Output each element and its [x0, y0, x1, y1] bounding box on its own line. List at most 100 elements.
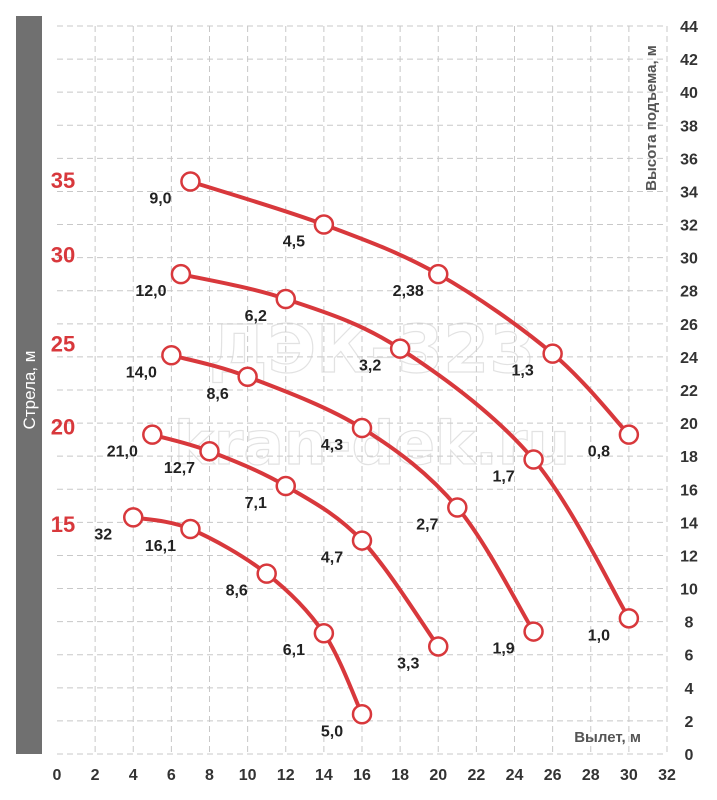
load-point — [351, 704, 373, 725]
load-label: 4,5 — [283, 234, 305, 251]
y-tick-label: 38 — [680, 118, 698, 135]
load-label: 1,9 — [492, 641, 514, 658]
load-labels: 9,0 4,5 2,38 1,3 0,8 12,0 6,2 3,2 1,7 1,0 14,0 8,6 4… — [94, 191, 610, 741]
y-tick-label: 14 — [680, 515, 698, 532]
y-tick-label: 2 — [685, 714, 694, 731]
x-tick-label: 12 — [277, 767, 295, 784]
load-point — [180, 518, 201, 540]
load-label: 1,3 — [512, 363, 534, 380]
load-label: 12,0 — [135, 283, 166, 300]
y-tick-label: 6 — [685, 648, 694, 665]
watermark-site: kran-dek.ru — [174, 409, 570, 479]
load-point — [275, 475, 296, 497]
x-tick-label: 16 — [353, 767, 371, 784]
watermark: ДЭК-323 kran-dek.ru — [173, 310, 570, 479]
y-tick-label: 44 — [680, 19, 698, 36]
x-tick-label: 22 — [467, 767, 485, 784]
x-tick-label: 28 — [582, 767, 600, 784]
x-tick-label: 8 — [205, 767, 214, 784]
y-tick-label: 4 — [685, 681, 694, 698]
load-label: 32 — [94, 526, 112, 543]
load-label: 5,0 — [321, 723, 343, 740]
x-tick-label: 14 — [315, 767, 333, 784]
load-label: 14,0 — [126, 364, 157, 381]
boom-length-label: 25 — [51, 332, 75, 357]
grid — [57, 25, 668, 755]
load-point — [428, 263, 449, 285]
load-point — [199, 440, 220, 462]
load-point — [275, 288, 296, 310]
load-label: 3,2 — [359, 358, 381, 375]
x-tick-label: 32 — [658, 767, 676, 784]
side-label: Стрела, м — [20, 351, 39, 430]
y-tick-label: 0 — [685, 747, 694, 764]
load-label: 6,1 — [283, 642, 305, 659]
points — [123, 171, 640, 725]
y-tick-label: 36 — [680, 151, 698, 168]
load-label: 12,7 — [164, 460, 195, 477]
load-label: 2,7 — [416, 516, 438, 533]
boom-length-label: 30 — [51, 242, 75, 267]
load-point — [618, 608, 640, 629]
load-point — [123, 507, 144, 528]
load-point — [523, 621, 544, 642]
x-tick-label: 24 — [506, 767, 524, 784]
y-tick-label: 20 — [680, 416, 698, 433]
x-axis-title: Вылет, м — [574, 729, 641, 746]
y-tick-label: 32 — [680, 218, 698, 235]
load-label: 8,6 — [207, 386, 229, 403]
load-label: 4,7 — [321, 550, 343, 567]
y-tick-label: 12 — [680, 548, 698, 565]
load-label: 6,2 — [245, 308, 267, 325]
y-axis-title: Высота подъема, м — [643, 45, 660, 191]
x-tick-label: 0 — [53, 767, 62, 784]
x-tick-label: 30 — [620, 767, 638, 784]
y-tick-label: 42 — [680, 52, 698, 69]
load-point — [351, 530, 373, 551]
load-point — [313, 622, 335, 644]
y-tick-label: 8 — [685, 615, 694, 632]
load-point — [161, 345, 182, 366]
y-tick-label: 34 — [680, 184, 698, 201]
y-tick-label: 18 — [680, 449, 698, 466]
y-tick-label: 10 — [680, 582, 698, 599]
boom-length-label: 35 — [51, 168, 75, 193]
load-point — [351, 417, 373, 439]
load-point — [256, 563, 277, 584]
load-label: 3,3 — [397, 655, 419, 672]
load-label: 4,3 — [321, 437, 343, 454]
x-tick-label: 2 — [91, 767, 100, 784]
load-point — [542, 343, 563, 364]
y-tick-label: 30 — [680, 251, 698, 268]
load-label: 2,38 — [393, 283, 424, 300]
y-tick-label: 26 — [680, 317, 698, 334]
load-point — [523, 449, 544, 470]
load-label: 8,6 — [226, 583, 248, 600]
boom-curve-25 — [169, 353, 536, 634]
load-label: 9,0 — [149, 191, 171, 208]
load-label: 0,8 — [588, 444, 610, 461]
load-label: 1,7 — [492, 468, 514, 485]
y-tick-label: 40 — [680, 85, 698, 102]
y-tick-label: 28 — [680, 284, 698, 301]
y-tick-label: 24 — [680, 350, 698, 367]
x-tick-label: 6 — [167, 767, 176, 784]
load-point — [180, 171, 201, 192]
load-point — [142, 424, 163, 445]
boom-labels: 35 30 25 20 15 — [51, 168, 75, 537]
load-point — [447, 497, 468, 518]
boom-length-label: 15 — [51, 512, 75, 537]
boom-length-label: 20 — [51, 414, 75, 439]
load-label: 7,1 — [245, 495, 267, 512]
load-point — [237, 366, 258, 388]
y-tick-label: 22 — [680, 383, 698, 400]
x-tick-label: 4 — [129, 767, 138, 784]
load-point — [618, 424, 640, 445]
load-point — [313, 214, 335, 235]
x-tick-label: 10 — [239, 767, 257, 784]
load-label: 21,0 — [107, 444, 138, 461]
watermark-title: ДЭК-323 — [209, 311, 535, 388]
load-point — [428, 636, 449, 657]
side-bar — [16, 16, 42, 754]
